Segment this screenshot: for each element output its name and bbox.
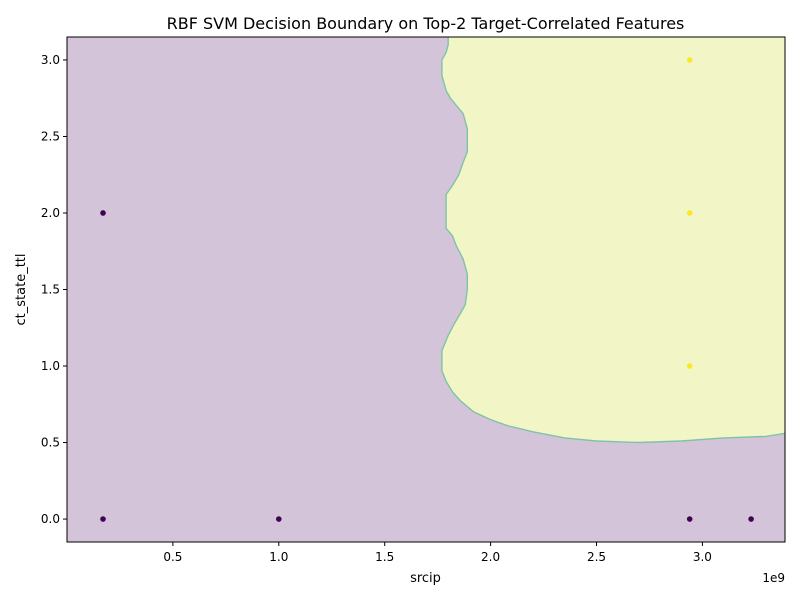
y-tick-label: 1.5: [41, 283, 60, 297]
class-0-point: [748, 516, 754, 522]
data-points: [100, 57, 754, 522]
class-1-region: [441, 37, 785, 443]
class-1-point: [686, 57, 693, 63]
x-axis-ticks: 0.5 1.0 1.5 2.0 2.5 3.0: [163, 542, 712, 564]
y-tick-label: 0.0: [41, 512, 60, 526]
class-0-point: [100, 516, 106, 522]
x-tick-label: 1.5: [375, 550, 394, 564]
x-tick-label: 2.0: [481, 550, 500, 564]
class-0-point: [100, 210, 106, 216]
class-1-point: [686, 363, 693, 369]
x-axis-label: srcip: [410, 571, 441, 586]
y-tick-label: 1.0: [41, 359, 60, 373]
x-tick-label: 0.5: [163, 550, 182, 564]
plot-area: [67, 37, 785, 542]
y-tick-label: 2.0: [41, 206, 60, 220]
decision-boundary-line: [441, 37, 785, 444]
class-1-point: [686, 210, 693, 216]
x-axis-offset-label: 1e9: [762, 571, 785, 585]
y-axis-ticks: 0.0 0.5 1.0 1.5 2.0 2.5 3.0: [41, 53, 67, 526]
class-0-point: [275, 516, 282, 522]
class-0-point: [686, 516, 693, 522]
y-tick-label: 0.5: [41, 436, 60, 450]
chart-title: RBF SVM Decision Boundary on Top-2 Targe…: [167, 14, 685, 33]
x-tick-label: 1.0: [269, 550, 288, 564]
x-tick-label: 2.5: [587, 550, 606, 564]
y-tick-label: 2.5: [41, 129, 60, 143]
y-axis-label: ct_state_ttl: [14, 254, 29, 326]
x-tick-label: 3.0: [693, 550, 712, 564]
y-tick-label: 3.0: [41, 53, 60, 67]
